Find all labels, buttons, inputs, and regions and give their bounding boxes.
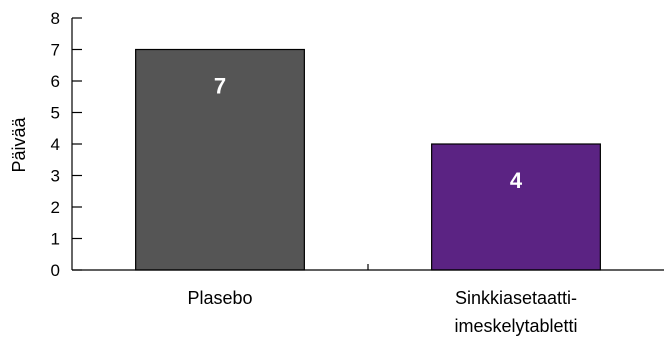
y-tick-label: 3	[51, 167, 60, 186]
y-axis: 0 1 2 3 4 5 6 7 8	[51, 9, 82, 280]
x-tick-label: Plasebo	[187, 288, 252, 308]
y-tick-label: 1	[51, 230, 60, 249]
data-label: 7	[214, 74, 226, 99]
y-axis-title: Päivää	[9, 116, 29, 172]
y-tick-label: 7	[51, 41, 60, 60]
y-tick-label: 6	[51, 72, 60, 91]
x-axis: Plasebo Sinkkiasetaatti-imeskelytabletti	[72, 264, 664, 336]
bar	[431, 143, 601, 271]
bar	[135, 48, 305, 271]
bars-group: 74	[135, 48, 601, 271]
y-tick-label: 5	[51, 104, 60, 123]
y-tick-label: 4	[51, 135, 60, 154]
y-tick-label: 0	[51, 261, 60, 280]
y-tick-label: 8	[51, 9, 60, 28]
data-label: 4	[510, 168, 523, 193]
y-tick-label: 2	[51, 198, 60, 217]
x-tick-label: Sinkkiasetaatti-imeskelytabletti	[454, 288, 577, 336]
